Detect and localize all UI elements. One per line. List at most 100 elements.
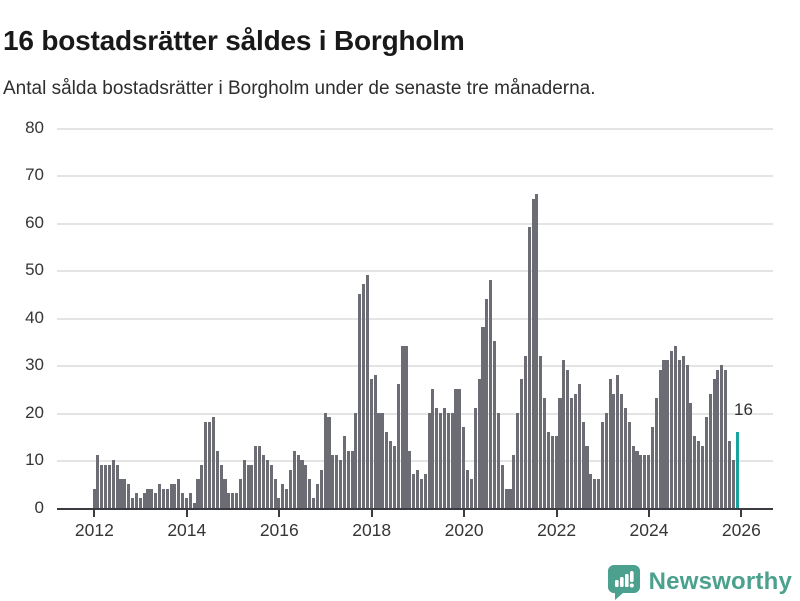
x-axis-tick bbox=[555, 509, 558, 517]
gridline-y-10 bbox=[57, 460, 773, 462]
bar bbox=[373, 374, 377, 508]
bar bbox=[512, 455, 516, 508]
bar bbox=[104, 464, 108, 508]
bar bbox=[246, 464, 250, 508]
gridline-y-70 bbox=[57, 175, 773, 177]
bar bbox=[369, 379, 373, 508]
bar bbox=[238, 479, 242, 508]
bar bbox=[431, 388, 435, 508]
bar bbox=[308, 479, 312, 508]
bar bbox=[161, 488, 165, 508]
bar bbox=[543, 398, 547, 508]
bar bbox=[292, 450, 296, 508]
x-axis-label: 2026 bbox=[721, 519, 761, 540]
chart-title: 16 bostadsrätter såldes i Borgholm bbox=[3, 24, 465, 56]
bar bbox=[408, 450, 412, 508]
bar bbox=[508, 488, 512, 508]
bar bbox=[700, 445, 705, 508]
bar bbox=[489, 279, 493, 508]
bar bbox=[208, 422, 212, 508]
bar bbox=[300, 460, 304, 508]
bar bbox=[200, 464, 204, 508]
bar bbox=[323, 412, 327, 508]
bar bbox=[381, 412, 385, 508]
bar bbox=[654, 398, 658, 508]
newsworthy-logo[interactable]: Newsworthy bbox=[607, 563, 792, 601]
highlight-value-annotation: 16 bbox=[734, 400, 753, 419]
x-axis-tick bbox=[648, 509, 650, 517]
bar bbox=[285, 488, 289, 508]
bar bbox=[724, 369, 728, 508]
highlighted-bar bbox=[735, 431, 739, 508]
bar bbox=[458, 388, 462, 508]
bar bbox=[362, 284, 366, 508]
newsworthy-logo-icon bbox=[607, 564, 641, 600]
bar bbox=[419, 479, 423, 508]
bar bbox=[496, 412, 500, 508]
bar bbox=[400, 346, 404, 508]
bar bbox=[585, 445, 589, 508]
bar bbox=[670, 350, 674, 508]
bar bbox=[331, 455, 335, 508]
bar bbox=[631, 445, 635, 508]
x-axis-tick bbox=[278, 509, 281, 517]
bar bbox=[647, 455, 651, 508]
gridline-y-20 bbox=[57, 412, 773, 415]
bar bbox=[604, 412, 608, 508]
gridline-y-60 bbox=[57, 222, 773, 225]
bar bbox=[450, 412, 454, 508]
bar bbox=[242, 460, 246, 508]
bar bbox=[338, 460, 343, 508]
bar bbox=[589, 474, 593, 508]
bar bbox=[412, 474, 416, 508]
bar bbox=[685, 365, 689, 508]
bar bbox=[462, 426, 466, 508]
bar bbox=[296, 455, 300, 508]
bar bbox=[666, 360, 670, 508]
bar bbox=[223, 479, 227, 508]
y-axis-label: 30 bbox=[25, 355, 44, 374]
bar bbox=[358, 293, 362, 508]
bar bbox=[577, 384, 581, 508]
bar bbox=[385, 431, 389, 508]
bar bbox=[523, 355, 527, 508]
bar bbox=[111, 460, 115, 508]
bar bbox=[643, 455, 647, 508]
y-axis-label: 10 bbox=[25, 450, 44, 469]
bar bbox=[173, 483, 177, 508]
bar bbox=[188, 493, 192, 508]
x-axis-label: 2014 bbox=[167, 519, 207, 540]
bar bbox=[273, 479, 277, 508]
bar bbox=[157, 483, 162, 508]
bar bbox=[627, 422, 631, 508]
y-axis-label: 50 bbox=[25, 260, 44, 279]
bar bbox=[231, 493, 235, 508]
bar bbox=[138, 498, 142, 508]
bar bbox=[107, 464, 111, 508]
bar bbox=[716, 369, 720, 508]
bar bbox=[346, 450, 350, 508]
bar bbox=[566, 369, 570, 508]
bar bbox=[608, 379, 612, 508]
y-axis-label: 40 bbox=[25, 307, 44, 327]
y-axis-label: 0 bbox=[34, 497, 44, 517]
bar bbox=[150, 488, 154, 508]
bar bbox=[304, 464, 308, 508]
bar bbox=[674, 346, 678, 508]
bar bbox=[477, 379, 481, 508]
bar bbox=[269, 464, 273, 508]
bar bbox=[392, 445, 396, 508]
bar bbox=[519, 379, 524, 508]
bar bbox=[562, 360, 566, 508]
bar bbox=[704, 417, 708, 508]
bar bbox=[554, 436, 558, 508]
bar bbox=[327, 417, 331, 508]
bar bbox=[342, 436, 346, 508]
bar bbox=[154, 493, 158, 508]
bar bbox=[727, 441, 731, 508]
bar bbox=[234, 493, 239, 508]
bar bbox=[288, 469, 292, 508]
bar bbox=[261, 455, 266, 508]
bar bbox=[435, 407, 439, 508]
